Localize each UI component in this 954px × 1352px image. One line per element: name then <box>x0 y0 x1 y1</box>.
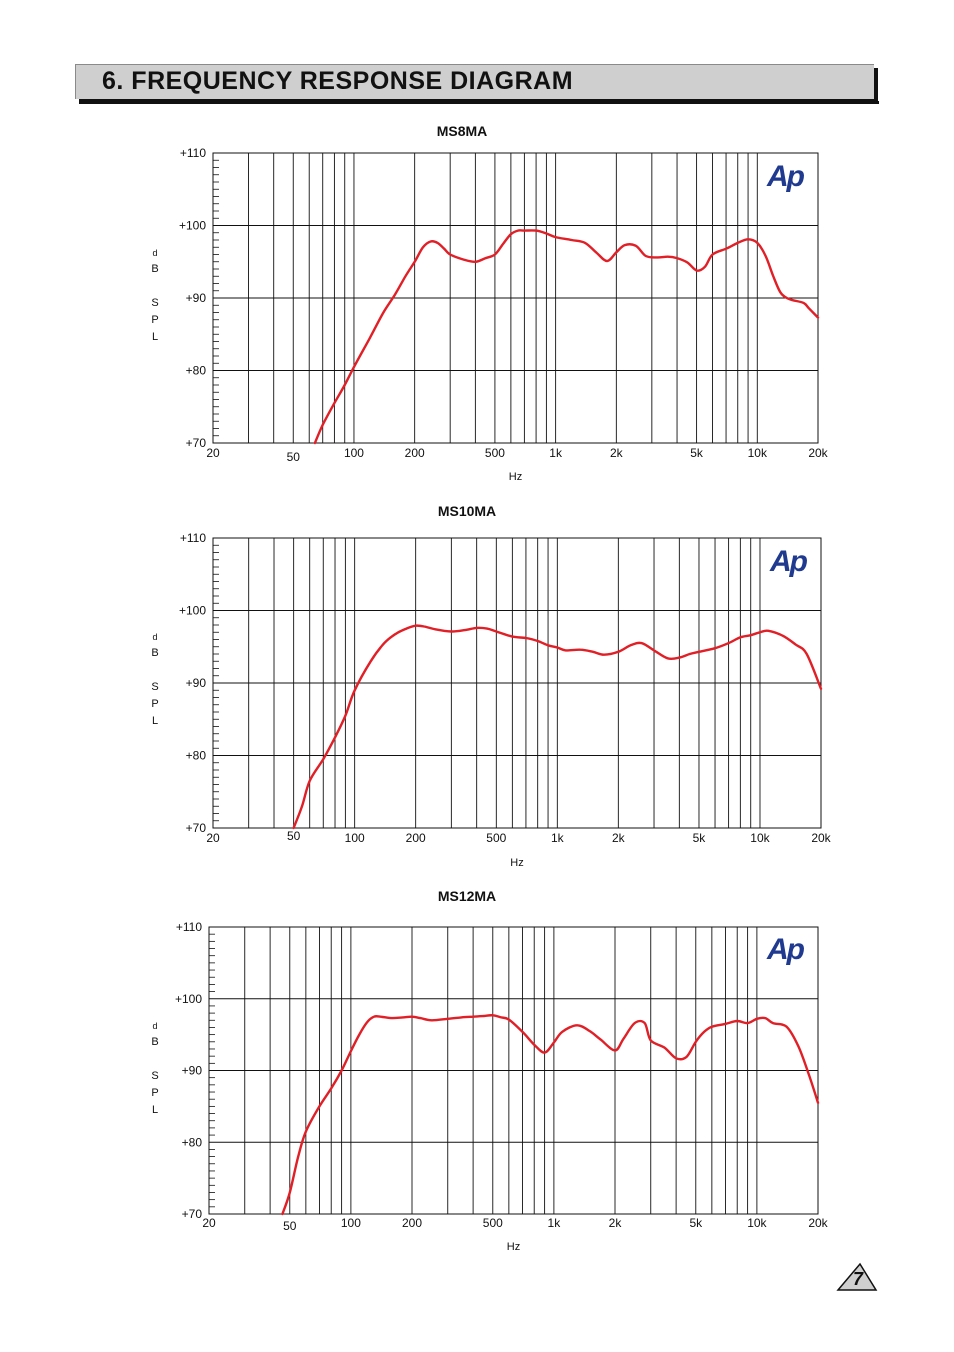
y-axis-label-letter: B <box>151 647 158 659</box>
x-tick-label: 5k <box>690 446 704 460</box>
chart-title-ms10ma: MS10MA <box>437 503 497 519</box>
y-axis-label-letter: B <box>151 263 158 275</box>
x-tick-label: 200 <box>402 1216 422 1230</box>
y-tick-label: +90 <box>182 1064 203 1078</box>
section-title: 6. FREQUENCY RESPONSE DIAGRAM <box>102 67 574 95</box>
x-tick-label: 10k <box>748 446 768 460</box>
x-axis-unit-label: Hz <box>510 857 523 869</box>
response-curve <box>292 624 823 830</box>
y-axis-label-letter: S <box>151 681 158 693</box>
chart-ms10ma: +110 +100 +90 +80 +70 dB SPL 20 50 100 200 500 1k 2k 5… <box>151 531 831 869</box>
y-axis-label-letter: d <box>152 248 157 258</box>
y-tick-label: +90 <box>186 676 207 690</box>
page-number: 7 <box>853 1269 864 1289</box>
x-tick-label: 2k <box>610 446 624 460</box>
x-tick-label: 500 <box>485 446 505 460</box>
x-tick-label: 20k <box>808 446 828 460</box>
x-axis-unit-label: Hz <box>509 471 522 483</box>
x-tick-label: 100 <box>341 1216 361 1230</box>
x-tick-label: 50 <box>287 829 301 843</box>
y-axis-label-letter: L <box>152 715 158 727</box>
x-tick-label: 10k <box>750 831 770 845</box>
x-tick-label: 20 <box>206 831 220 845</box>
y-axis-label-letter: S <box>151 1070 158 1082</box>
y-axis-label-letter: L <box>152 331 158 343</box>
x-tick-label: 100 <box>345 831 365 845</box>
section-header: 6. FREQUENCY RESPONSE DIAGRAM <box>75 64 874 99</box>
x-tick-label: 1k <box>551 831 565 845</box>
response-curve <box>281 1014 820 1216</box>
y-tick-label: +100 <box>179 219 206 233</box>
y-axis-label-letter: S <box>151 297 158 309</box>
x-tick-label: 500 <box>483 1216 503 1230</box>
y-axis-label-letter: P <box>151 1087 158 1099</box>
ap-logo: Ap <box>766 160 805 193</box>
ap-logo: Ap <box>769 545 808 578</box>
x-tick-label: 5k <box>689 1216 703 1230</box>
ap-logo: Ap <box>766 933 805 966</box>
header-rule <box>79 101 879 104</box>
chart-ms12ma: +110 +100 +90 +80 +70 dB SPL 20 50 100 200 500 1k 2k 5… <box>151 920 828 1253</box>
y-tick-label: +80 <box>186 364 207 378</box>
x-tick-label: 10k <box>747 1216 767 1230</box>
page-number-badge: 7 <box>836 1262 878 1291</box>
y-tick-label: +110 <box>176 920 202 934</box>
y-axis-label-letter: P <box>151 314 158 326</box>
x-tick-label: 100 <box>344 446 364 460</box>
y-tick-label: +110 <box>180 146 206 160</box>
chart-title-ms12ma: MS12MA <box>437 888 497 904</box>
y-tick-label: +100 <box>179 604 206 618</box>
x-tick-label: 1k <box>548 1216 562 1230</box>
y-tick-label: +70 <box>182 1207 203 1221</box>
y-axis-label-letter: d <box>152 632 157 642</box>
x-tick-label: 500 <box>486 831 506 845</box>
y-tick-label: +90 <box>186 291 207 305</box>
x-axis-unit-label: Hz <box>507 1241 520 1253</box>
x-tick-label: 5k <box>693 831 707 845</box>
y-tick-label: +70 <box>186 436 207 450</box>
x-tick-label: 20 <box>206 446 220 460</box>
y-tick-label: +110 <box>180 531 206 545</box>
chart-ms8ma: +110 +100 +90 +80 +70 dB SPL 20 50 100 200 500 1k 2k 5… <box>151 146 828 483</box>
x-tick-label: 20 <box>202 1216 216 1230</box>
y-axis-label-letter: d <box>152 1021 157 1031</box>
y-axis-label-letter: P <box>151 698 158 710</box>
x-tick-label: 200 <box>406 831 426 845</box>
x-tick-label: 2k <box>612 831 626 845</box>
x-tick-label: 50 <box>287 450 301 464</box>
x-tick-label: 1k <box>549 446 563 460</box>
chart-title-ms8ma: MS8MA <box>436 123 488 139</box>
x-tick-label: 2k <box>609 1216 623 1230</box>
y-tick-label: +100 <box>175 992 202 1006</box>
x-tick-label: 50 <box>283 1219 297 1233</box>
y-tick-label: +70 <box>186 821 207 835</box>
y-tick-label: +80 <box>182 1135 203 1149</box>
x-tick-label: 200 <box>405 446 425 460</box>
y-axis-label-letter: L <box>152 1104 158 1116</box>
y-axis-label-letter: B <box>151 1036 158 1048</box>
x-tick-label: 20k <box>808 1216 828 1230</box>
x-tick-label: 20k <box>811 831 831 845</box>
response-curve <box>313 229 820 445</box>
page-badge-triangle <box>836 1262 878 1291</box>
y-tick-label: +80 <box>186 749 207 763</box>
